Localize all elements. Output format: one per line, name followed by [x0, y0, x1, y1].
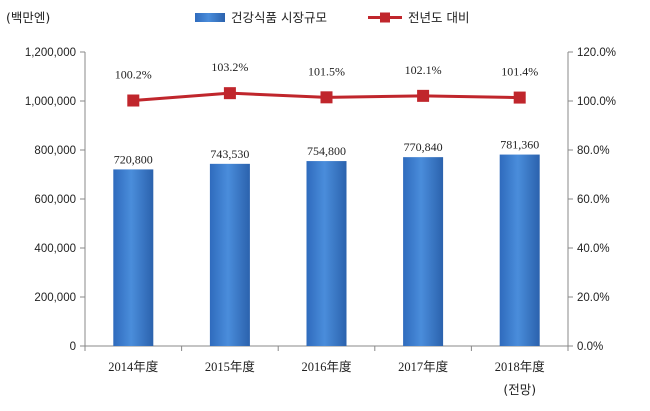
left-tick-label: 600,000: [34, 194, 76, 206]
x-category-label: 2017年度: [398, 359, 449, 374]
right-tick-label: 100.0%: [577, 96, 616, 108]
left-tick-label: 1,000,000: [25, 96, 76, 108]
left-tick-label: 200,000: [34, 292, 76, 304]
left-tick-label: 400,000: [34, 243, 76, 255]
bar: [499, 154, 540, 346]
line-point: [223, 87, 236, 100]
line-point: [127, 94, 140, 107]
legend-bar-label: 건강식품 시장규모: [231, 10, 327, 25]
left-y-ticks: 0 200,000 400,000 600,000 800,000 1,000,000 1,…: [25, 47, 85, 353]
right-tick-label: 120.0%: [577, 47, 616, 59]
right-tick-label: 20.0%: [577, 292, 610, 304]
x-categories: 2014年度 2015年度 2016年度 2017年度 2018年度 (전망): [84, 346, 569, 397]
y-axis-unit-label: (백만엔): [6, 10, 50, 25]
legend-line-label: 전년도 대비: [408, 10, 469, 25]
x-category-label: 2016年度: [301, 359, 352, 374]
x-category-label: 2018年度: [495, 359, 546, 374]
right-y-ticks: 0.0% 20.0% 40.0% 60.0% 80.0% 100.0% 120.0%: [568, 47, 616, 353]
left-tick-label: 800,000: [34, 145, 76, 157]
legend-bar-swatch: [195, 13, 225, 22]
line-point: [417, 89, 430, 102]
line-value-label: 101.5%: [308, 64, 345, 78]
right-tick-label: 60.0%: [577, 194, 610, 206]
right-tick-label: 40.0%: [577, 243, 610, 255]
bar: [113, 169, 154, 346]
legend-line-marker: [380, 12, 390, 23]
line-point: [320, 91, 333, 104]
x-category-label: 2014年度: [108, 359, 159, 374]
bar-value-label: 781,360: [500, 138, 539, 152]
bar-series: 720,800 743,530 754,800 770,840 781,360: [113, 138, 540, 346]
right-tick-label: 0.0%: [577, 341, 603, 353]
x-category-label: 2015年度: [205, 359, 256, 374]
line-value-label: 102.1%: [405, 63, 442, 77]
bar-value-label: 720,800: [114, 152, 153, 166]
line-value-label: 101.4%: [501, 65, 538, 79]
line-point: [513, 91, 526, 104]
line-value-label: 103.2%: [211, 60, 248, 74]
right-tick-label: 80.0%: [577, 145, 610, 157]
bar: [306, 161, 347, 346]
left-tick-label: 0: [70, 341, 76, 353]
line-value-label: 100.2%: [115, 68, 152, 82]
bar: [403, 157, 444, 346]
line-series: 100.2% 103.2% 101.5% 102.1% 101.4%: [115, 60, 538, 107]
legend: 건강식품 시장규모 전년도 대비: [195, 10, 469, 25]
bar: [209, 163, 250, 346]
bar-value-label: 743,530: [210, 147, 249, 161]
x-category-note: (전망): [503, 382, 536, 397]
bar-value-label: 770,840: [404, 140, 443, 154]
left-tick-label: 1,200,000: [25, 47, 76, 59]
bar-value-label: 754,800: [307, 144, 346, 158]
